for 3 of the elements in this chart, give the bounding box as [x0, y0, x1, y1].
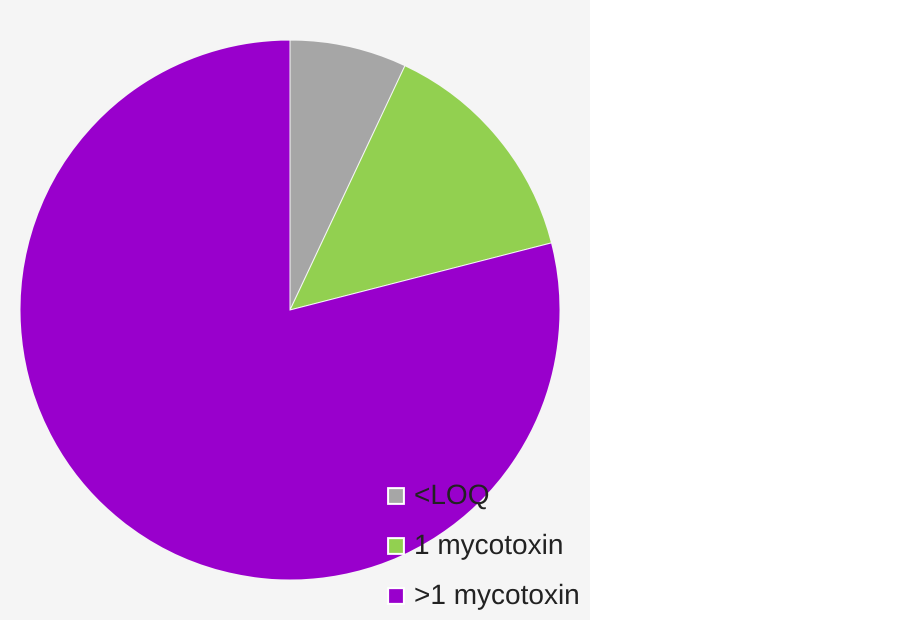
pie-slice — [20, 40, 560, 580]
legend-label: <LOQ — [414, 479, 490, 510]
legend-label: >1 mycotoxin — [414, 579, 580, 610]
